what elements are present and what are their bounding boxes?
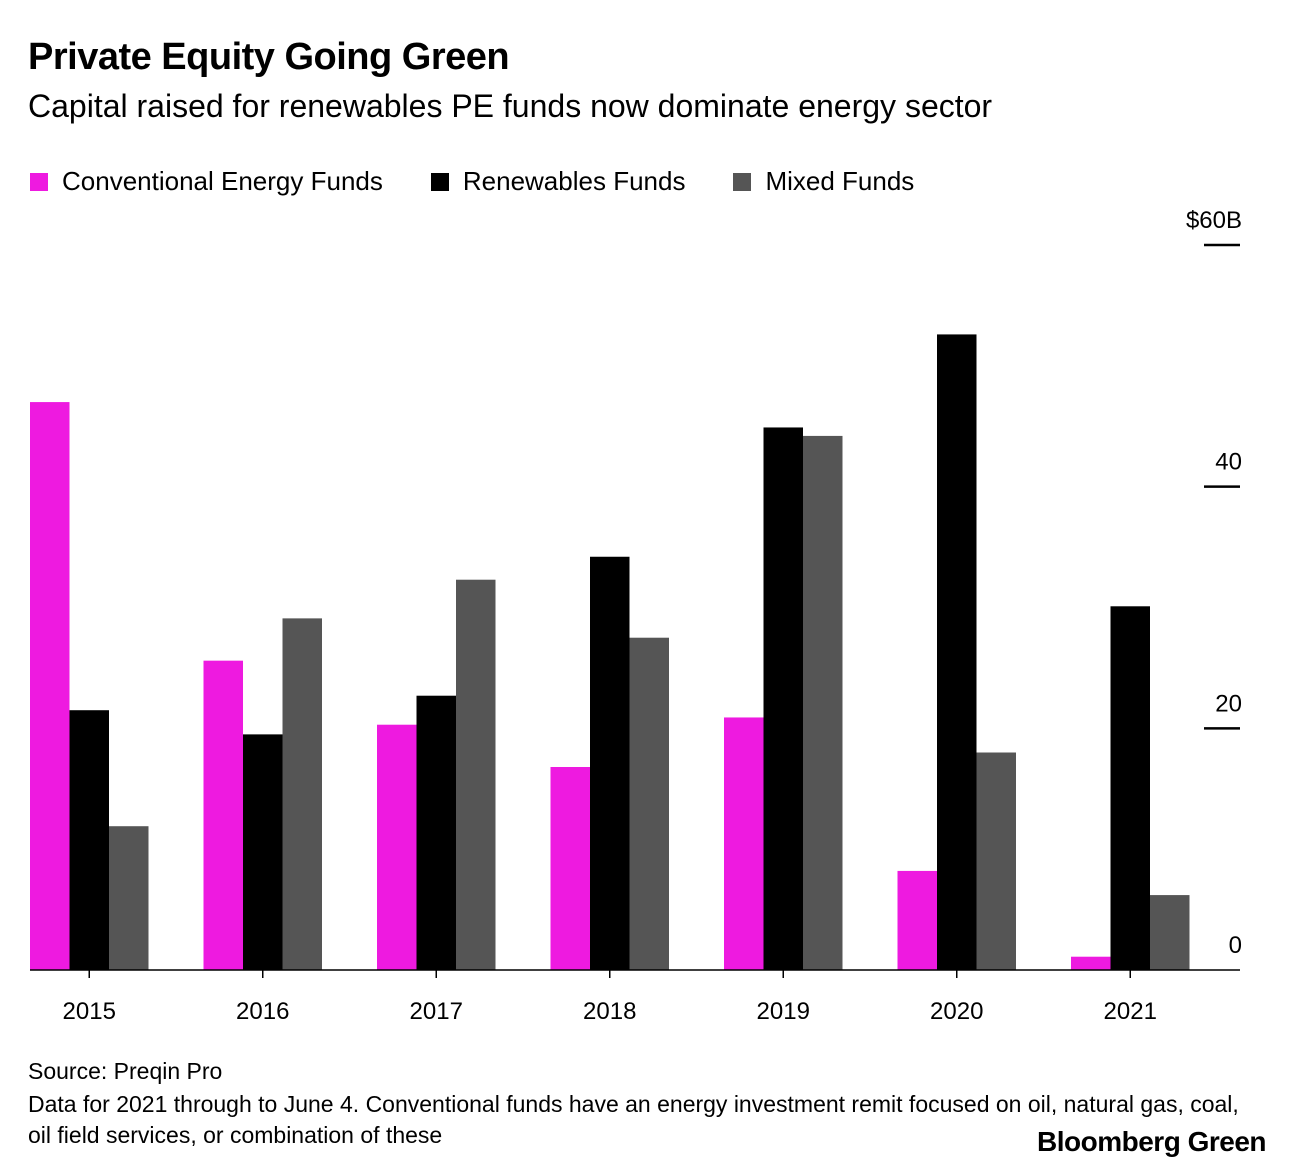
x-tick-label-2015: 2015: [63, 998, 116, 1025]
x-tick-label-2019: 2019: [757, 998, 810, 1025]
x-tick-label-2017: 2017: [410, 998, 463, 1025]
legend-label-mixed: Mixed Funds: [765, 166, 915, 196]
y-tick-label-40: 40: [1215, 449, 1242, 476]
bar-renewables-funds-2017: [416, 695, 456, 970]
bar-conventional-energy-funds-2016: [203, 660, 243, 970]
bar-renewables-funds-2020: [937, 334, 977, 971]
y-tick-label-20: 20: [1215, 690, 1242, 717]
bar-conventional-energy-funds-2021: [1071, 956, 1111, 970]
bar-mixed-funds-2020: [976, 752, 1016, 970]
legend-swatch-renewables: [430, 172, 449, 191]
y-tick-label-0: 0: [1229, 932, 1242, 959]
bar-renewables-funds-2016: [243, 734, 283, 970]
bar-renewables-funds-2015: [69, 710, 109, 970]
bar-mixed-funds-2018: [629, 637, 669, 970]
chart-title: Private Equity Going Green: [28, 36, 510, 78]
x-tick-label-2021: 2021: [1104, 998, 1157, 1025]
bar-conventional-energy-funds-2018: [550, 767, 590, 970]
legend-item-conventional: Conventional Energy Funds: [30, 166, 383, 197]
legend-item-renewables: Renewables Funds: [430, 166, 686, 197]
y-tick-label-60: $60B: [1186, 207, 1242, 234]
x-tick-label-2020: 2020: [930, 998, 983, 1025]
x-tick-label-2018: 2018: [583, 998, 636, 1025]
bar-conventional-energy-funds-2017: [377, 724, 417, 970]
legend-item-mixed: Mixed Funds: [733, 166, 914, 197]
bar-renewables-funds-2018: [590, 556, 630, 970]
legend-swatch-mixed: [733, 172, 752, 191]
source-note: Source: Preqin Pro: [28, 1058, 223, 1084]
bar-renewables-funds-2019: [763, 427, 803, 970]
bar-mixed-funds-2016: [282, 618, 322, 970]
bar-mixed-funds-2017: [456, 579, 496, 970]
bar-mixed-funds-2021: [1150, 895, 1190, 970]
x-tick-label-2016: 2016: [236, 998, 289, 1025]
brand-logo: Bloomberg Green: [1037, 1126, 1266, 1157]
bar-conventional-energy-funds-2020: [897, 870, 937, 970]
bar-conventional-energy-funds-2019: [724, 717, 764, 970]
footnote: Data for 2021 through to June 4. Convent…: [28, 1091, 1239, 1148]
bar-conventional-energy-funds-2015: [30, 402, 70, 970]
bar-mixed-funds-2015: [109, 826, 149, 970]
legend-swatch-conventional: [30, 172, 48, 191]
bar-chart: 2015 2016 2017 2018 2019 2020 2021 0 20 40 $60B: [30, 207, 1242, 1025]
chart-subtitle: Capital raised for renewables PE funds n…: [28, 88, 993, 124]
legend-label-conventional: Conventional Energy Funds: [62, 166, 383, 196]
bar-renewables-funds-2021: [1110, 606, 1150, 970]
chart-legend: Conventional Energy Funds Renewables Fun…: [30, 166, 962, 197]
bar-mixed-funds-2019: [803, 435, 843, 971]
legend-label-renewables: Renewables Funds: [462, 166, 686, 196]
